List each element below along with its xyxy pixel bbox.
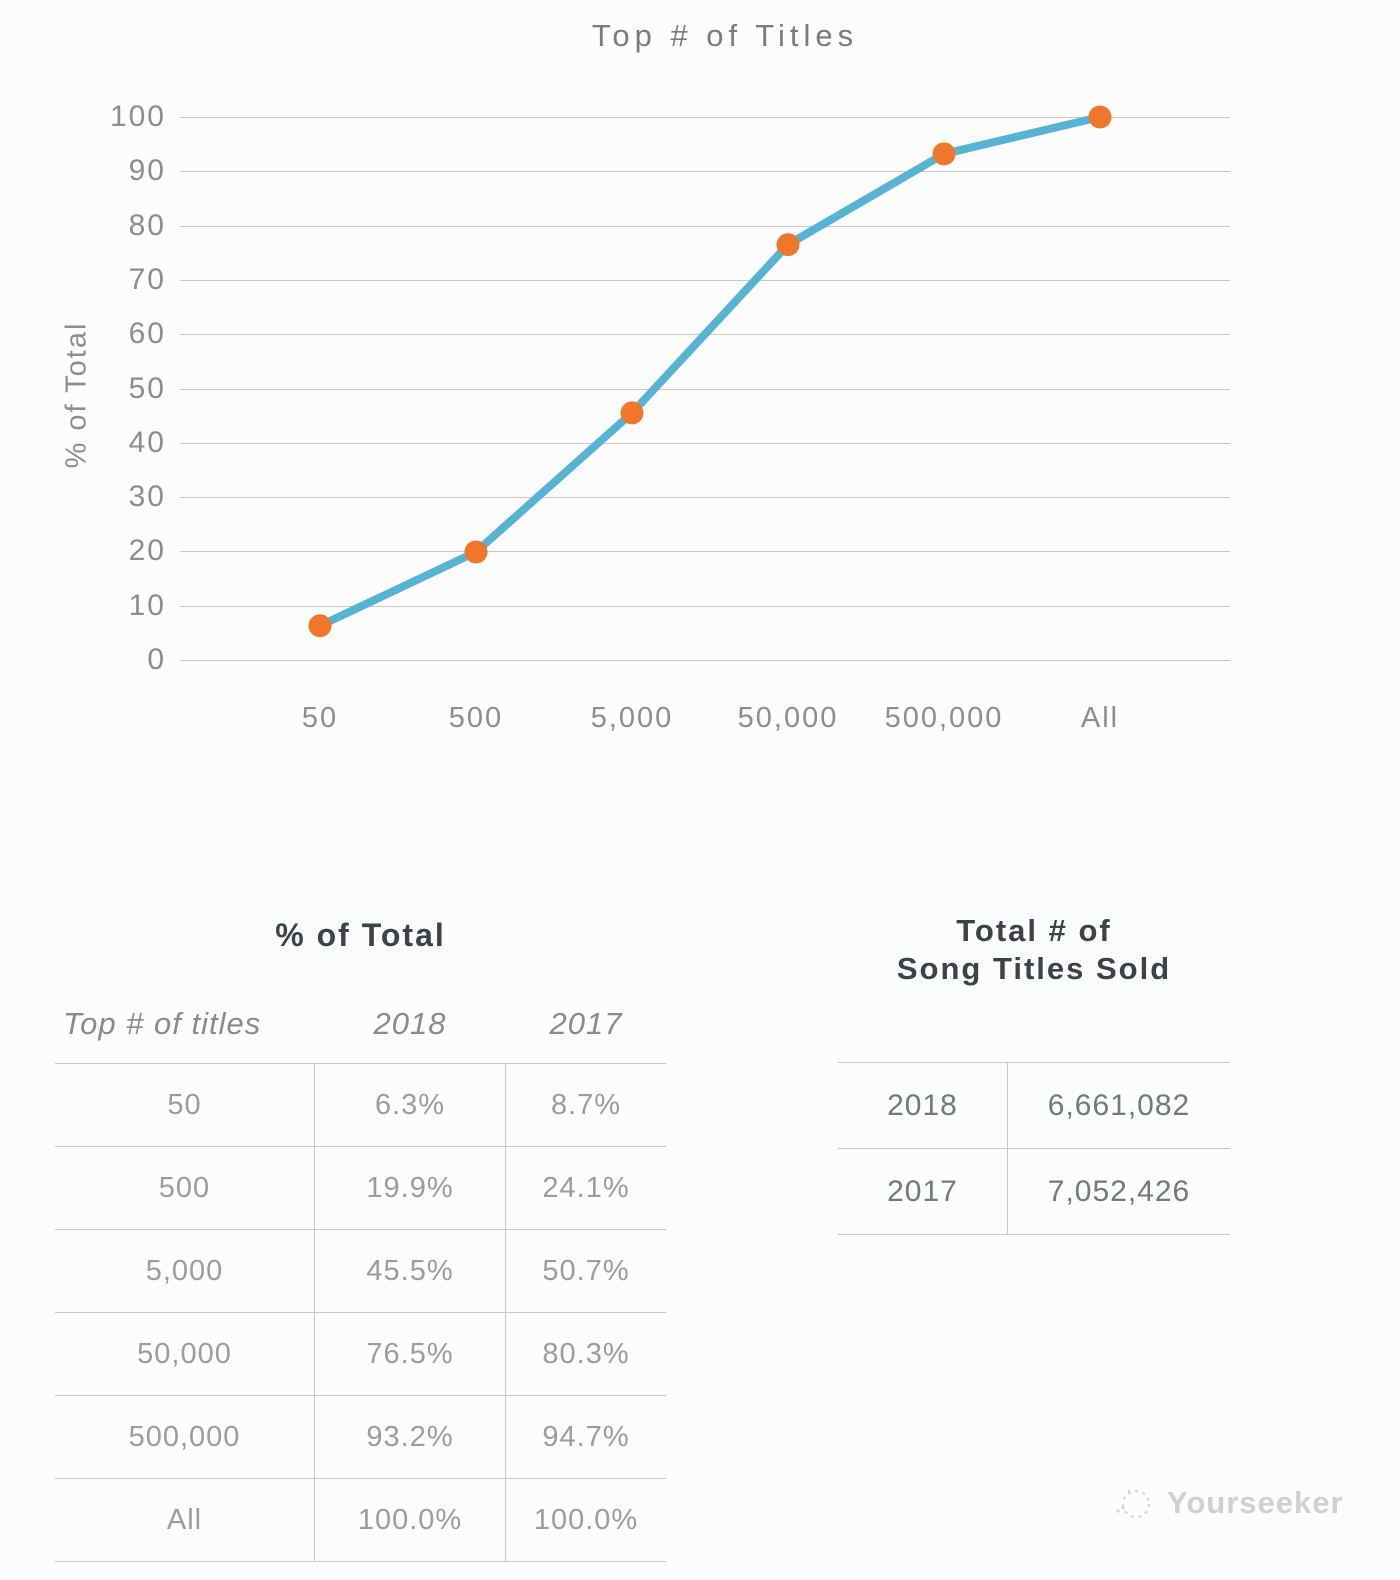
h-gridline [180,171,1230,173]
chart-title: Top # of Titles [591,18,859,53]
table-cell: 24.1% [542,1171,630,1204]
table-cell: 50,000 [137,1337,232,1370]
h-gridline [180,497,1230,499]
table-cell: 500 [158,1171,211,1204]
data-point-marker [776,233,800,257]
table-cell: 19.9% [314,1147,506,1229]
table-cell: 93.2% [314,1396,506,1478]
data-point-marker [308,614,332,638]
h-gridline [180,388,1230,390]
table-cell-value: 7,052,426 [1007,1149,1230,1234]
table-row: All 100.0% 100.0% [55,1478,666,1561]
y-tick-label: 20 [128,534,166,568]
yourseeker-logo-icon [1116,1489,1151,1519]
table-row: 50,000 76.5% 80.3% [55,1312,666,1395]
y-tick-label: 90 [128,154,166,188]
table-header-row: Top # of titles 2018 2017 [55,985,666,1063]
x-tick-label: All [1080,702,1120,734]
table-cell: All [166,1503,203,1536]
y-tick-label: 100 [109,100,166,133]
table-cell: 94.7% [542,1420,630,1453]
column-header-top-titles: Top # of titles [63,1006,262,1041]
right-table-title-line2: Song Titles Sold [896,951,1172,986]
watermark: Yourseeker [1113,1483,1344,1523]
table-cell: 76.5% [314,1313,506,1395]
data-point-marker [620,401,644,425]
table-cell: 100.0% [314,1479,506,1561]
table-cell-year: 2018 [887,1088,958,1122]
y-tick-label: 60 [128,317,166,351]
table-cell: 100.0% [533,1503,639,1536]
line-series-svg [308,105,1112,638]
table-cell: 500,000 [128,1420,241,1453]
table-row: 5,000 45.5% 50.7% [55,1229,666,1312]
x-tick-label: 500,000 [884,702,1004,734]
h-gridline [180,551,1230,553]
y-tick-label: 50 [128,371,166,405]
y-tick-label: 80 [128,208,166,242]
x-tick-label: 50,000 [737,702,839,734]
data-line [316,113,1104,630]
data-point-marker [464,540,488,564]
table-cell: 5,000 [145,1254,224,1287]
y-tick-label: 10 [128,588,166,622]
table-cell: 50.7% [542,1254,630,1287]
plot-area: 0 10 20 30 40 50 60 70 80 90 100 50 500 5,000 50,000 50… [109,100,1230,734]
watermark-text: Yourseeker [1167,1485,1344,1520]
left-table-title: % of Total [275,917,446,953]
h-gridline [180,442,1230,444]
y-tick-label: 40 [128,425,166,459]
table-row: 500,000 93.2% 94.7% [55,1395,666,1478]
h-gridline [180,279,1230,281]
x-tick-label: 500 [448,702,504,734]
column-header-2017: 2017 [549,1006,623,1041]
right-table-title: Total # of Song Titles Sold [838,912,1230,988]
table-row: 50 6.3% 8.7% [55,1063,666,1146]
h-gridline [180,660,1230,661]
table-row: 2018 6,661,082 [838,1063,1230,1148]
y-tick-label: 0 [147,643,166,676]
y-tick-label: 30 [128,480,166,514]
table-row: 2017 7,052,426 [838,1148,1230,1234]
table-body: 50 6.3% 8.7% 500 19.9% 24.1% 5,000 45.5%… [55,1063,666,1562]
line-chart: Top # of Titles % of Total 0 10 20 30 40 50 60… [61,18,1230,734]
right-table-title-line1: Total # of [956,913,1112,948]
h-gridline [180,117,1230,118]
table-cell-year: 2017 [887,1174,958,1208]
table-cell: 8.7% [550,1088,622,1121]
h-gridline [180,225,1230,227]
table-cell: 6.3% [314,1064,506,1146]
percent-of-total-table: % of Total Top # of titles 2018 2017 50 … [55,915,666,1562]
column-header-2018: 2018 [373,1006,447,1041]
table-body: 2018 6,661,082 2017 7,052,426 [838,1062,1230,1235]
table-cell: 80.3% [542,1337,630,1370]
data-point-marker [1088,105,1112,129]
h-gridline [180,605,1230,607]
total-sold-table: Total # of Song Titles Sold 2018 6,661,0… [838,912,1230,1235]
x-tick-label: 50 [301,702,339,734]
table-cell: 45.5% [314,1230,506,1312]
table-cell-value: 6,661,082 [1007,1063,1230,1148]
data-point-marker [932,142,956,166]
y-tick-label: 70 [128,262,166,296]
table-cell: 50 [167,1088,202,1121]
x-tick-label: 5,000 [590,702,674,734]
table-row: 500 19.9% 24.1% [55,1146,666,1229]
